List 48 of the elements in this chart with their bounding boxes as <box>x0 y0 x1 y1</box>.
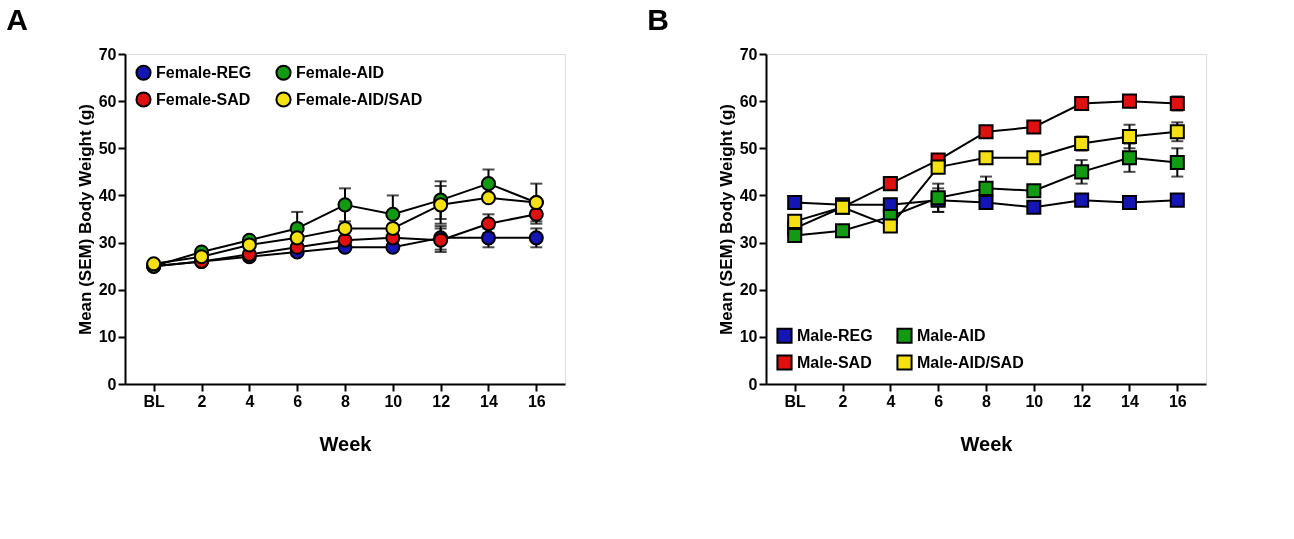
legend-label: Male-AID/SAD <box>917 353 1024 371</box>
x-tick-label: BL <box>143 392 166 410</box>
y-tick-label: 50 <box>739 139 758 157</box>
x-tick-label: 8 <box>982 392 992 410</box>
x-tick-label: 6 <box>293 392 303 410</box>
y-tick-label: 40 <box>98 186 117 204</box>
x-tick-label: 16 <box>527 392 546 410</box>
legend-label: Female-AID <box>296 63 385 81</box>
y-tick-label: 20 <box>98 281 117 299</box>
y-tick-label: 10 <box>739 328 758 346</box>
y-tick-label: 40 <box>739 186 758 204</box>
x-tick-label: 16 <box>1168 392 1187 410</box>
y-tick-label: 0 <box>107 375 117 393</box>
x-tick-label: 6 <box>934 392 944 410</box>
x-tick-label: 10 <box>1025 392 1044 410</box>
y-tick-label: 60 <box>739 92 758 110</box>
y-tick-label: 10 <box>98 328 117 346</box>
y-tick-label: 0 <box>748 375 758 393</box>
legend-label: Female-SAD <box>156 90 251 108</box>
x-axis-title: Week <box>960 432 1014 455</box>
y-tick-label: 30 <box>739 234 758 252</box>
legend-label: Female-AID/SAD <box>296 90 423 108</box>
y-tick-label: 70 <box>739 45 758 63</box>
y-tick-label: 70 <box>98 45 117 63</box>
x-tick-label: 2 <box>197 392 207 410</box>
x-tick-label: 8 <box>341 392 351 410</box>
legend-label: Female-REG <box>156 63 252 81</box>
x-tick-label: 14 <box>1121 392 1139 410</box>
x-tick-label: 14 <box>480 392 498 410</box>
x-tick-label: 4 <box>886 392 896 410</box>
y-axis-title: Mean (SEM) Body Weight (g) <box>75 103 95 336</box>
x-tick-label: 12 <box>1073 392 1092 410</box>
y-tick-label: 60 <box>98 92 117 110</box>
legend-label: Male-AID <box>917 326 986 344</box>
y-tick-label: 50 <box>98 139 117 157</box>
legend-label: Male-REG <box>797 326 873 344</box>
x-axis-title: Week <box>319 432 373 455</box>
y-tick-label: 30 <box>98 234 117 252</box>
chart-title: A <box>6 3 28 36</box>
legend-label: Male-SAD <box>797 353 872 371</box>
y-axis-title: Mean (SEM) Body Weight (g) <box>716 103 736 336</box>
chart-title: B <box>647 3 669 36</box>
x-tick-label: 2 <box>838 392 848 410</box>
x-tick-label: 4 <box>245 392 255 410</box>
x-tick-label: 10 <box>384 392 403 410</box>
x-tick-label: 12 <box>432 392 451 410</box>
y-tick-label: 20 <box>739 281 758 299</box>
x-tick-label: BL <box>784 392 807 410</box>
